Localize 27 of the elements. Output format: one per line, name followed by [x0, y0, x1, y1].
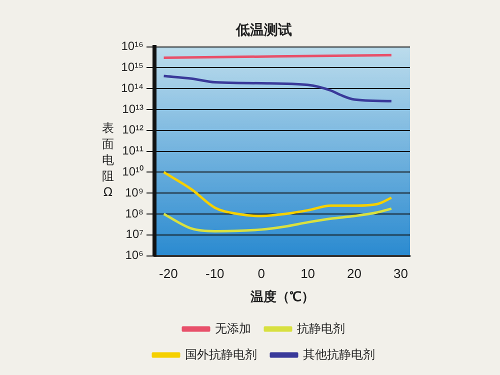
- legend-label: 无添加: [215, 321, 251, 336]
- chart-title: 低温测试: [235, 21, 292, 38]
- x-tick-label: 20: [347, 266, 362, 282]
- x-tick-label: -20: [159, 266, 178, 282]
- y-tick-label: 10⁹: [125, 185, 144, 200]
- y-tick-label: 10¹¹: [122, 144, 144, 158]
- line-series: [162, 170, 393, 218]
- y-axis-title: 表面电阻Ω: [101, 120, 115, 200]
- x-tick-label: -10: [205, 266, 224, 282]
- y-tick-label: 10⁶: [125, 248, 144, 262]
- y-tick-label: 10¹²: [122, 122, 144, 137]
- legend-label: 国外抗静电剂: [185, 347, 257, 362]
- y-tick-label: 10⁷: [126, 227, 144, 242]
- line-series: [162, 207, 393, 232]
- y-tick-label: 10¹⁴: [121, 80, 144, 95]
- legend-label: 其他抗静电剂: [303, 347, 375, 362]
- y-tick-label: 10¹⁰: [122, 164, 144, 179]
- x-axis-title: 温度（℃）: [249, 288, 314, 304]
- y-tick-label: 10⁸: [125, 206, 144, 220]
- y-tick-label: 10¹⁶: [121, 39, 144, 54]
- x-tick-label: 30: [393, 266, 408, 282]
- y-tick-label: 10¹⁵: [121, 60, 144, 74]
- x-tick-label: 0: [258, 266, 265, 282]
- line-series: [162, 74, 393, 102]
- legend-label: 抗静电剂: [297, 321, 345, 336]
- x-tick-label: 10: [300, 266, 316, 282]
- y-tick-label: 10¹³: [122, 102, 144, 116]
